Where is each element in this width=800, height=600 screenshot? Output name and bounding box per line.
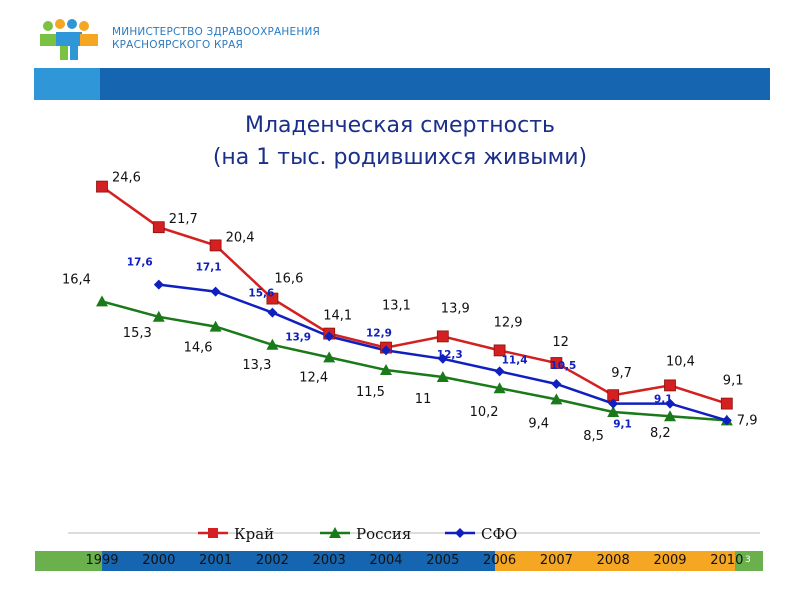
russia-marker [607,406,620,417]
chart-title-line2: (на 1 тыс. родившихся живыми) [212,145,588,170]
header-bar-accent [34,68,100,100]
x-tick-label: 2001 [199,553,232,568]
x-tick-label: 2006 [483,553,516,568]
x-tick-label: 2005 [426,553,459,568]
russia-marker [380,364,392,375]
kray-marker [664,379,676,392]
chart-title-line1: Младенческая смертность [244,113,555,138]
data-label-russia: 11 [415,392,432,407]
data-label-sfo: 11,4 [502,354,528,366]
russia-marker [209,320,222,332]
data-label-kray: 21,7 [169,212,198,227]
data-label-russia: 14,6 [184,341,213,356]
data-label-kray: 9,1 [723,374,744,389]
kray-marker [493,344,506,357]
data-label-kray: 14,1 [323,309,352,324]
sfo-marker [381,345,391,356]
sfo-marker [324,331,335,342]
sfo-marker [608,398,619,409]
data-label-kray: 20,4 [226,230,255,245]
data-label-kray: 10,4 [666,354,695,369]
category-band-2010 [735,551,763,571]
russia-marker [96,295,108,307]
category-band-1999 [35,551,102,571]
sfo-marker [210,286,221,297]
legend-marker-russia [329,527,341,538]
data-label-russia: 13,3 [242,358,271,373]
series-line-kray [101,185,728,405]
legend-label-kray: Край [234,525,274,543]
data-label-russia: 8,5 [583,429,604,444]
data-label-sfo: 12,9 [366,327,392,339]
data-label-kray: 16,6 [274,272,303,287]
x-tick-label: 2002 [256,553,289,568]
org-line2: КРАСНОЯРСКОГО КРАЯ [112,39,244,51]
data-label-russia: 8,2 [650,426,671,441]
kray-marker [266,292,279,305]
kray-marker [96,180,108,193]
header-bar [100,68,770,100]
data-label-kray: 24,6 [112,171,141,186]
org-name: МИНИСТЕРСТВО ЗДРАВООХРАНЕНИЯ КРАСНОЯРСКО… [112,26,320,52]
data-label-sfo: 15,6 [248,288,274,300]
data-label-russia: 11,5 [356,385,385,400]
org-line1: МИНИСТЕРСТВО ЗДРАВООХРАНЕНИЯ [112,26,320,38]
russia-marker [664,410,676,422]
data-label-sfo: 17,6 [127,257,153,269]
legend-label-sfo: СФО [481,525,517,543]
sfo-marker [721,415,732,426]
kray-marker [152,221,165,234]
data-label-sfo: 17,1 [196,262,222,274]
data-label-russia: 10,2 [470,405,499,420]
russia-marker [493,382,506,394]
x-tick-label: 1999 [85,553,118,568]
data-label-sfo: 10,5 [550,360,576,372]
legend-marker-kray [208,528,218,538]
russia-marker [266,338,279,350]
sfo-marker [494,366,505,377]
data-label-russia: 9,4 [528,416,549,431]
category-band-2000-2005 [102,551,495,571]
data-label-russia: 15,3 [123,326,152,341]
data-label-kray: 9,7 [611,366,632,381]
data-label-russia: 16,4 [62,272,91,287]
sfo-marker [665,398,675,409]
kray-marker [720,397,733,410]
data-label-russia: 12,4 [299,370,328,385]
sfo-marker [437,353,448,364]
data-label-sfo: 9,1 [654,394,673,406]
data-label-kray: 13,9 [441,301,470,316]
x-tick-label: 2010 [710,553,743,568]
kray-marker [436,330,449,343]
sfo-marker [153,279,164,290]
ministry-logo [40,19,98,60]
russia-marker [323,351,336,363]
russia-marker [550,393,563,405]
x-tick-label: 2007 [540,553,573,568]
data-label-kray: 12 [552,335,569,350]
data-label-kray: 12,9 [494,315,523,330]
data-label-russia: 7,9 [737,413,758,428]
x-tick-label: 2003 [313,553,346,568]
data-label-kray: 13,1 [382,299,411,314]
russia-marker [436,371,449,382]
category-band-2006-2009 [495,551,735,571]
sfo-marker [267,307,278,318]
sfo-marker [551,379,562,389]
data-label-sfo: 12,3 [437,349,463,361]
kray-marker [209,239,222,252]
x-tick-label: 2009 [653,553,686,568]
legend-marker-sfo [455,528,465,538]
page-number: 3 [745,555,751,565]
series-line-russia [101,300,727,422]
kray-marker [550,357,563,369]
x-tick-label: 2004 [369,553,402,568]
data-label-sfo: 9,1 [613,419,632,431]
russia-marker [152,310,165,322]
legend-label-russia: Россия [356,525,411,543]
data-label-sfo: 13,9 [285,331,311,343]
x-tick-label: 2008 [597,553,630,568]
x-tick-label: 2000 [142,553,175,568]
